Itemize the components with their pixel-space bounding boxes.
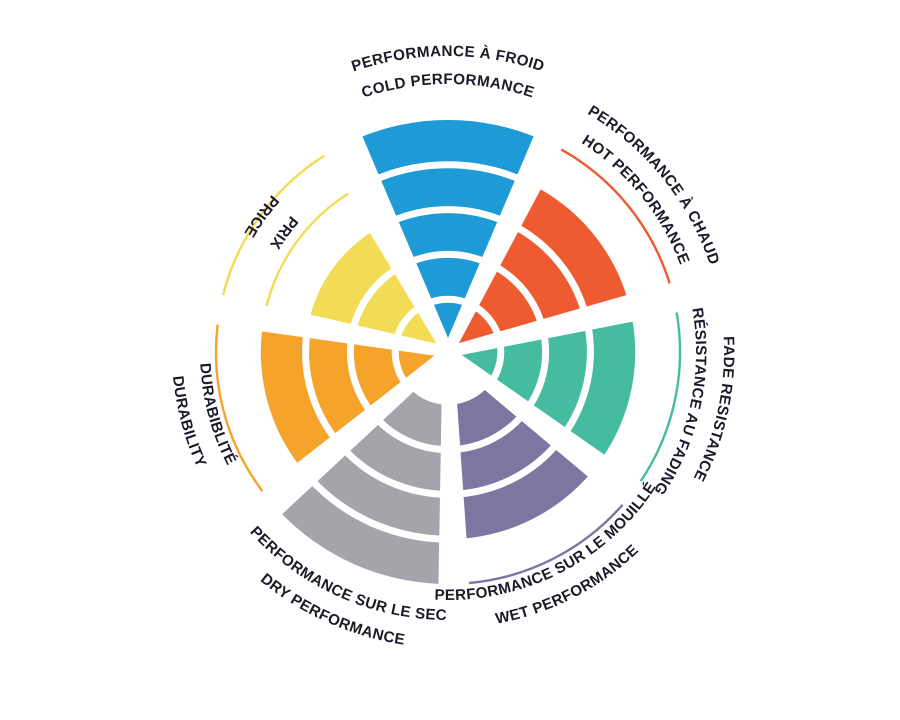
- ring-separator-dry-performance-4: [306, 474, 449, 543]
- spoke-wet-performance-start: [480, 377, 599, 480]
- spoke-wet-performance-end: [445, 398, 467, 544]
- sector-cold-performance[interactable]: [357, 120, 539, 352]
- spoke-price-end: [367, 223, 453, 355]
- ring-separator-durability-2: [346, 336, 375, 416]
- empty-ring-arc-hot-performance-5: [560, 148, 671, 284]
- sector-wedge-cold-performance[interactable]: [357, 120, 539, 352]
- spoke-dry-performance-start: [438, 398, 453, 589]
- axis-label-cold-performance-line1: COLD PERFORMANCE: [360, 71, 537, 101]
- ring-separator-cold-performance-3: [388, 206, 508, 226]
- spoke-separator-lines: [257, 132, 637, 589]
- sector-wedge-wet-performance[interactable]: [451, 385, 592, 539]
- ring-separator-hot-performance-2: [490, 261, 546, 328]
- ring-separator-fade-resistance-3: [560, 321, 594, 438]
- spoke-hot-performance-start: [443, 180, 543, 355]
- ring-separator-cold-performance-4: [370, 161, 526, 185]
- empty-ring-arc-price-5: [221, 154, 326, 296]
- ring-separator-durability-3: [302, 329, 341, 444]
- empty-ring-arc-wet-performance-5: [468, 504, 624, 585]
- empty-ring-arc-fade-resistance-5: [639, 312, 682, 482]
- ring-separator-price-2: [349, 264, 402, 333]
- ring-separator-dry-performance-3: [339, 444, 449, 498]
- empty-ring-arc-price-4: [265, 192, 349, 307]
- spoke-durability-start: [293, 347, 452, 475]
- ring-separator-wet-performance-2: [452, 411, 527, 453]
- sector-wedge-price[interactable]: [309, 229, 448, 352]
- spoke-fade-resistance-end: [444, 347, 608, 467]
- sector-price[interactable]: [309, 229, 448, 352]
- spoke-price-start: [304, 313, 450, 358]
- ring-separator-fade-resistance-2: [524, 330, 550, 412]
- ring-separator-wet-performance-3: [455, 439, 562, 498]
- empty-ring-outline-arcs: [214, 148, 682, 585]
- axis-label-cold-performance-line2: PERFORMANCE À FROID: [349, 43, 546, 75]
- sector-wet-performance[interactable]: [451, 385, 592, 539]
- spoke-dry-performance-end: [271, 379, 418, 517]
- ring-separator-dry-performance-2: [372, 414, 449, 454]
- empty-ring-arc-durability-5: [214, 324, 264, 492]
- ring-separator-cold-performance-2: [406, 250, 490, 267]
- spoke-fade-resistance-start: [446, 310, 637, 358]
- axis-label-price-line1: PRIX: [266, 213, 301, 252]
- ring-separator-hot-performance-3: [511, 222, 589, 317]
